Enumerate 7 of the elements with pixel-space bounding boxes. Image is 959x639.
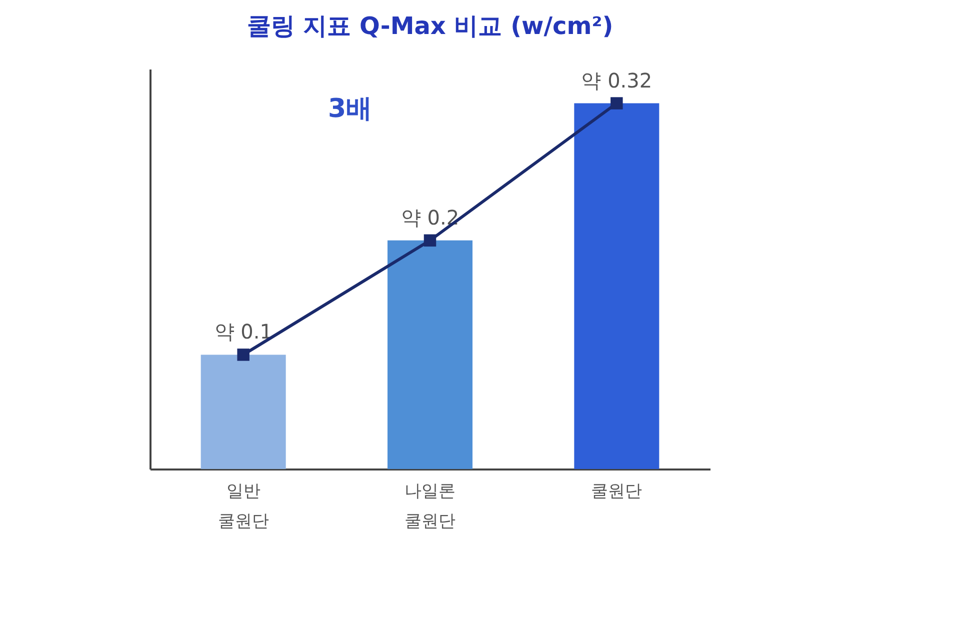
- data-label: 약 0.32: [581, 68, 652, 92]
- annotation: 3배: [328, 94, 372, 124]
- chart-title: 쿨링 지표 Q-Max 비교 (w/cm²): [246, 12, 614, 40]
- x-tick-label: 일반 쿨원단: [218, 482, 269, 532]
- x-tick-label: 쿨원단: [591, 482, 642, 502]
- x-tick-label: 나일론 쿨원단: [404, 482, 456, 532]
- data-label: 약 0.1: [214, 320, 272, 344]
